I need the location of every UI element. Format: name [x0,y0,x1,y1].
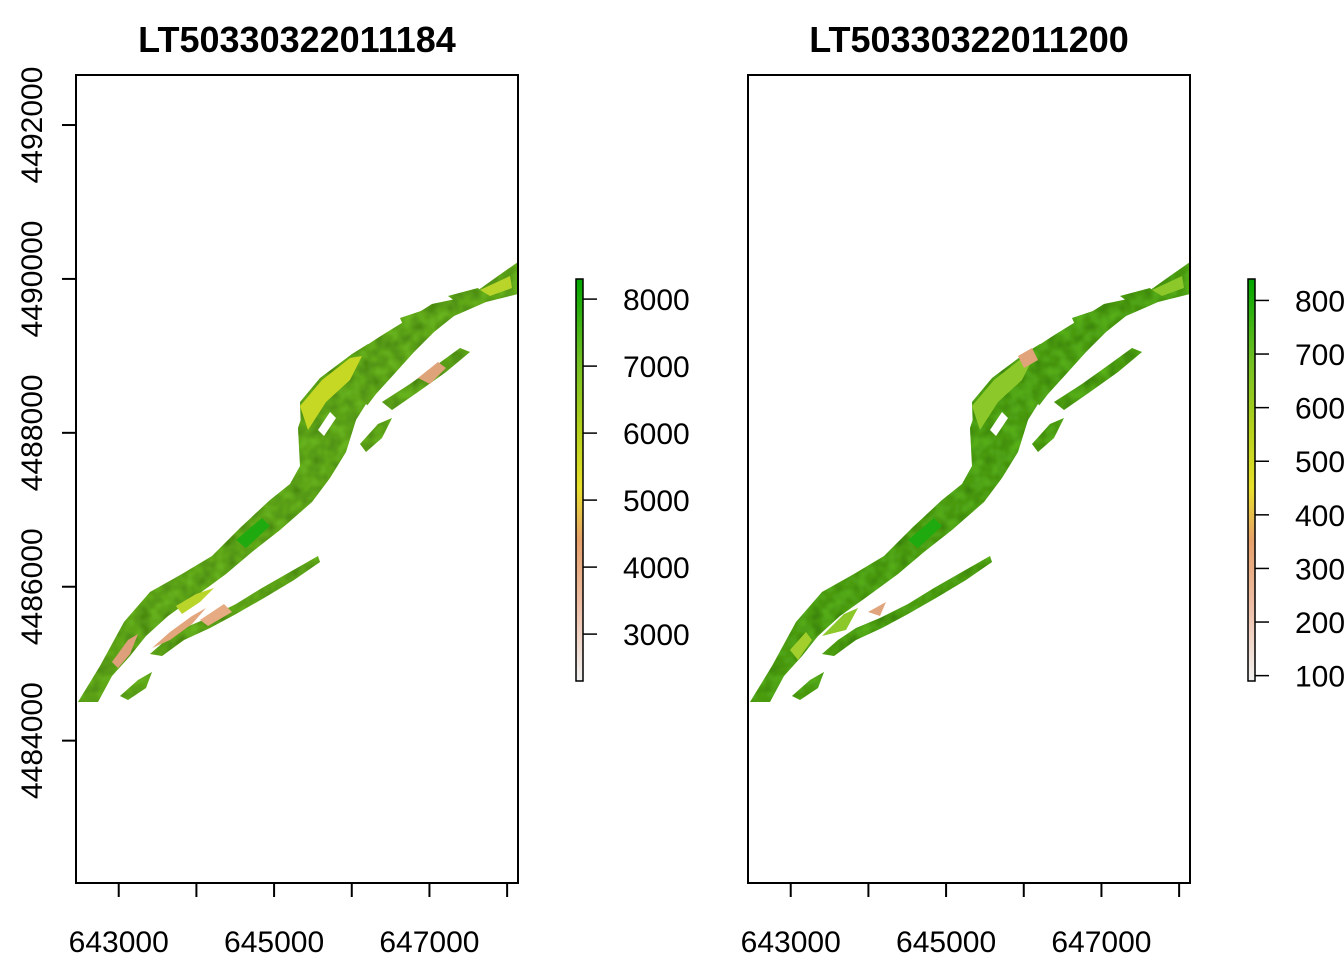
panel-1-y-tick-label: 4490000 [16,221,49,338]
panel-2-x-tick-label: 647000 [1051,926,1151,959]
panel-1-legend-tick-label: 3000 [623,619,690,652]
panel-1-y-tick-label: 4484000 [16,682,49,799]
panel-1-x-tick-label: 645000 [224,926,324,959]
panel-2-legend-tick-label: 500 [1295,446,1344,479]
panel-1-legend-tick-label: 6000 [623,418,690,451]
panel-2-raster [750,262,1190,702]
panel-1-y-tick-label: 4486000 [16,528,49,645]
panel-2-x-tick-label: 645000 [896,926,996,959]
panel-1-raster [78,262,518,702]
panel-1-x-tick-label: 647000 [379,926,479,959]
panel-1-title: LT50330322011184 [138,19,456,60]
panel-2-legend-tick-label: 400 [1295,500,1344,533]
panel-2-legend-tick-label: 600 [1295,393,1344,426]
panel-2-x-axis: 643000 645000 647000 [741,883,1181,959]
panel-2-legend-tick-label: 800 [1295,285,1344,318]
panel-1: LT50330322011184 643000 645000 647000 4484… [16,19,690,959]
panel-2-legend-tick-label: 200 [1295,607,1344,640]
panel-1-legend-colorbar [575,278,584,682]
panel-1-y-axis: 4484000 4486000 4488000 4490000 4492000 [16,67,76,799]
panel-2-legend-tick-label: 300 [1295,553,1344,586]
panel-1-legend-tick-label: 8000 [623,284,690,317]
panel-2-legend-colorbar [1247,278,1256,682]
panel-1-legend-tick-label: 7000 [623,351,690,384]
panel-1-legend-tick-label: 4000 [623,552,690,585]
panel-2-x-tick-label: 643000 [741,926,841,959]
panel-2-legend-tick-label: 100 [1295,661,1344,694]
panel-2-legend: 100 200 300 400 500 600 700 800 [1247,278,1344,694]
panel-1-x-axis: 643000 645000 647000 [69,883,509,959]
panel-1-plot-frame [75,74,519,884]
panel-2-plot-frame [747,74,1191,884]
panel-2-legend-tick-label: 700 [1295,339,1344,372]
panel-2: LT50330322011200 643000 645000 647000 100 2… [741,19,1344,959]
panel-1-y-tick-label: 4492000 [16,67,49,184]
panel-2-title: LT50330322011200 [809,19,1129,60]
panel-1-y-tick-label: 4488000 [16,374,49,491]
panel-1-legend-tick-label: 5000 [623,485,690,518]
panel-1-legend: 3000 4000 5000 6000 7000 8000 [575,278,690,682]
panel-1-x-tick-label: 643000 [69,926,169,959]
